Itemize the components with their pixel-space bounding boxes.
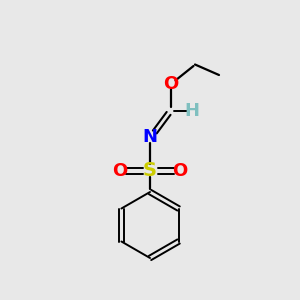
Text: H: H <box>184 102 200 120</box>
Text: S: S <box>143 161 157 181</box>
Text: O: O <box>164 75 178 93</box>
Text: O: O <box>112 162 128 180</box>
Text: N: N <box>142 128 158 146</box>
Text: O: O <box>172 162 188 180</box>
